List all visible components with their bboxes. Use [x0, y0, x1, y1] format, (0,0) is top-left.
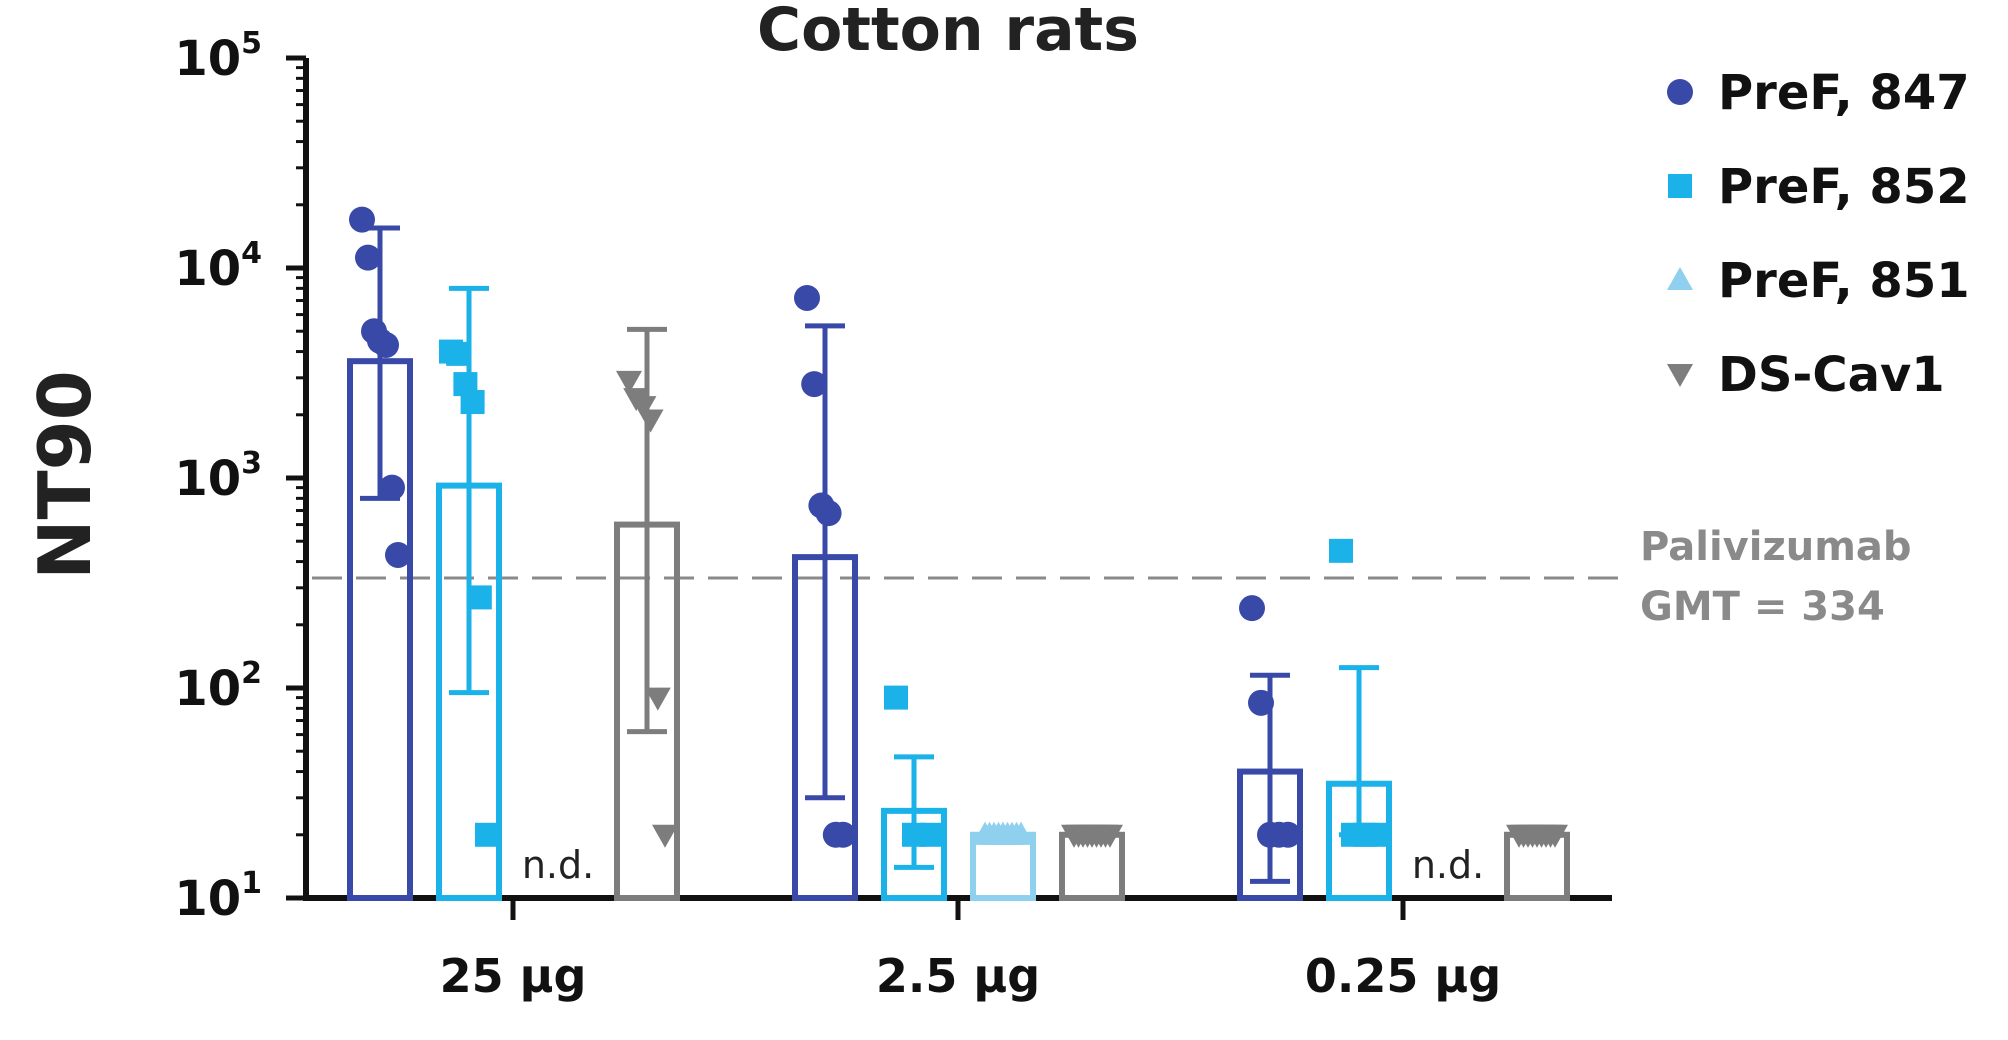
y-tick-label: 103: [174, 446, 262, 507]
data-point: [1239, 595, 1265, 622]
bars: n.d. n.d.: [347, 225, 1570, 902]
data-point: [379, 474, 405, 501]
data-point: [801, 371, 828, 398]
y-tick-base: 10: [174, 871, 241, 927]
chart-title: Cotton rats: [757, 0, 1139, 65]
data-point: [630, 396, 657, 420]
data-point: [1365, 822, 1389, 847]
reference-line-group: Palivizumab GMT = 334: [312, 524, 1912, 630]
data-point: [385, 541, 411, 568]
y-tick-base: 10: [174, 241, 241, 297]
data-point: [815, 500, 842, 527]
legend-marker: [1668, 174, 1692, 198]
data-point: [475, 822, 499, 847]
x-tick-label: 2.5 µg: [876, 949, 1040, 1003]
not-determined-label: n.d.: [522, 843, 594, 887]
y-tick-base: 10: [174, 31, 241, 87]
data-point: [349, 206, 375, 233]
data-point: [1542, 824, 1568, 848]
legend-item: PreF, 852: [1668, 159, 1970, 215]
data-point: [446, 341, 471, 366]
data-point: [1097, 824, 1123, 848]
y-tick-exponent: 4: [241, 236, 262, 271]
legend-marker: [1667, 364, 1693, 387]
legend-label: DS-Cav1: [1718, 347, 1945, 403]
y-tick-label: 104: [174, 236, 262, 297]
y-tick-label: 105: [174, 26, 262, 87]
legend-marker: [1667, 79, 1693, 105]
data-point: [1008, 821, 1034, 845]
data-point: [373, 331, 399, 358]
data-points: [349, 206, 1568, 848]
data-point: [794, 284, 820, 311]
data-point: [920, 822, 944, 847]
data-point: [637, 409, 664, 433]
data-point: [830, 821, 856, 848]
x-tick-label: 25 µg: [440, 949, 587, 1003]
legend-label: PreF, 851: [1718, 253, 1970, 309]
legend-label: PreF, 852: [1718, 159, 1970, 215]
reference-label-line2: GMT = 334: [1640, 584, 1885, 630]
legend-item: DS-Cav1: [1667, 347, 1945, 403]
y-tick-base: 10: [174, 451, 241, 507]
data-point: [467, 585, 492, 610]
y-tick-exponent: 5: [241, 26, 262, 61]
reference-label-line1: Palivizumab: [1640, 524, 1912, 570]
legend-item: PreF, 847: [1667, 65, 1970, 121]
y-tick-label: 101: [174, 866, 262, 927]
data-point: [460, 390, 485, 415]
y-tick-exponent: 3: [241, 446, 262, 481]
data-point: [652, 824, 678, 848]
legend-label: PreF, 847: [1718, 65, 1970, 121]
data-point: [616, 370, 642, 394]
x-tick-label: 0.25 µg: [1305, 949, 1501, 1003]
legend-item: PreF, 851: [1667, 253, 1970, 309]
legend-marker: [1667, 267, 1693, 290]
data-point: [1248, 689, 1274, 716]
data-point: [1329, 538, 1353, 563]
legend: PreF, 847 PreF, 852 PreF, 851 DS-Cav1: [1667, 65, 1970, 403]
y-tick-exponent: 1: [241, 866, 262, 901]
data-point: [1275, 821, 1301, 848]
y-tick-label: 102: [174, 656, 262, 717]
y-tick-exponent: 2: [241, 656, 262, 691]
data-point: [884, 685, 908, 710]
not-determined-label: n.d.: [1412, 843, 1484, 887]
y-tick-base: 10: [174, 661, 241, 717]
data-point: [355, 244, 381, 271]
y-axis-label: NT90: [23, 370, 107, 580]
data-point: [644, 687, 671, 711]
